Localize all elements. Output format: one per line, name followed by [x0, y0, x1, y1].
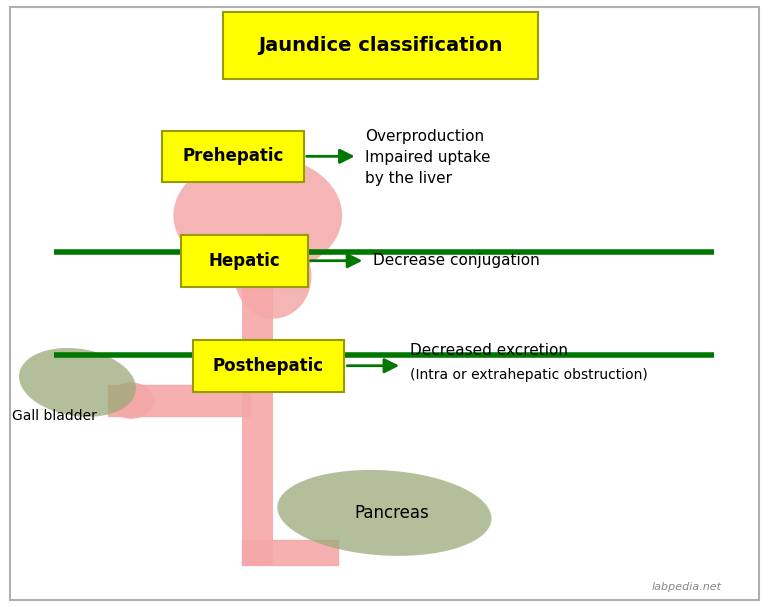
Text: Jaundice classification: Jaundice classification	[258, 36, 503, 55]
Text: by the liver: by the liver	[366, 171, 452, 186]
Text: Decrease conjugation: Decrease conjugation	[373, 253, 540, 268]
Text: Overproduction: Overproduction	[366, 129, 485, 144]
FancyBboxPatch shape	[162, 131, 304, 182]
Text: Prehepatic: Prehepatic	[182, 148, 283, 165]
Text: Hepatic: Hepatic	[208, 252, 280, 270]
Text: Impaired uptake: Impaired uptake	[366, 150, 491, 165]
Ellipse shape	[19, 348, 136, 417]
FancyBboxPatch shape	[243, 261, 273, 565]
Ellipse shape	[174, 155, 343, 276]
Text: Decreased excretion: Decreased excretion	[409, 343, 568, 358]
Text: Posthepatic: Posthepatic	[213, 357, 324, 375]
Text: labpedia.net: labpedia.net	[652, 582, 722, 592]
Text: Gall bladder: Gall bladder	[12, 409, 97, 423]
Text: Pancreas: Pancreas	[355, 504, 429, 522]
Ellipse shape	[277, 470, 492, 556]
Text: (Intra or extrahepatic obstruction): (Intra or extrahepatic obstruction)	[409, 368, 647, 382]
FancyBboxPatch shape	[223, 12, 538, 79]
FancyBboxPatch shape	[181, 235, 308, 287]
FancyBboxPatch shape	[193, 340, 345, 392]
Ellipse shape	[235, 234, 312, 319]
Ellipse shape	[108, 382, 154, 419]
